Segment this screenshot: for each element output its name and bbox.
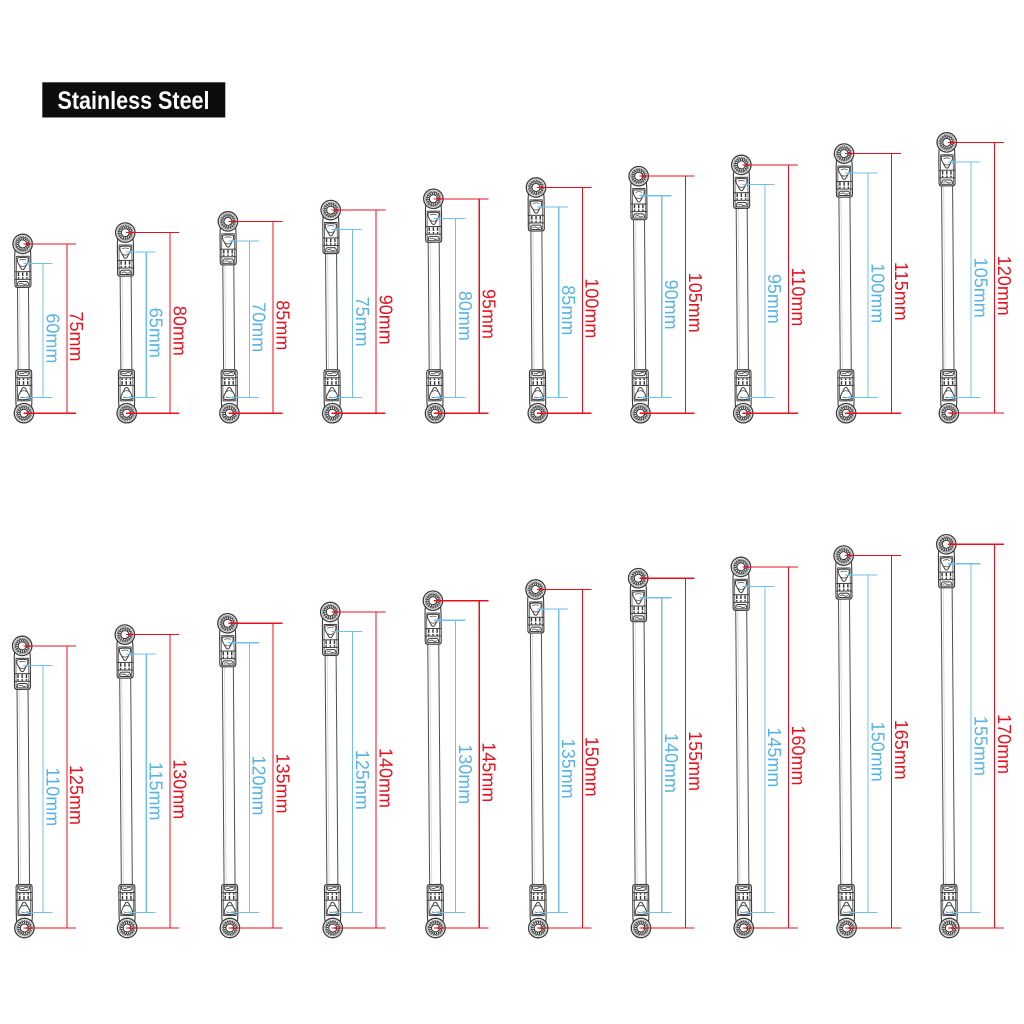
svg-text:115mm: 115mm	[891, 262, 911, 321]
svg-text:110mm: 110mm	[42, 768, 62, 827]
svg-text:90mm: 90mm	[661, 280, 681, 330]
svg-text:125mm: 125mm	[66, 765, 86, 825]
svg-text:85mm: 85mm	[558, 285, 578, 335]
svg-text:105mm: 105mm	[685, 273, 705, 333]
svg-text:140mm: 140mm	[661, 733, 681, 793]
svg-text:60mm: 60mm	[42, 313, 62, 363]
svg-text:100mm: 100mm	[867, 263, 887, 323]
svg-text:145mm: 145mm	[764, 727, 784, 787]
svg-text:75mm: 75mm	[352, 297, 372, 347]
svg-text:140mm: 140mm	[376, 748, 396, 808]
svg-text:65mm: 65mm	[146, 308, 166, 358]
svg-text:160mm: 160mm	[788, 725, 808, 785]
svg-text:115mm: 115mm	[146, 762, 166, 821]
svg-text:170mm: 170mm	[994, 714, 1014, 774]
svg-text:165mm: 165mm	[891, 720, 911, 780]
svg-text:80mm: 80mm	[455, 291, 475, 341]
svg-text:135mm: 135mm	[272, 754, 292, 814]
svg-text:130mm: 130mm	[169, 759, 189, 819]
svg-text:105mm: 105mm	[971, 258, 991, 318]
svg-text:135mm: 135mm	[558, 739, 578, 799]
svg-text:70mm: 70mm	[249, 302, 269, 352]
svg-text:Stainless Steel: Stainless Steel	[58, 88, 210, 115]
svg-text:85mm: 85mm	[272, 300, 292, 350]
svg-text:80mm: 80mm	[169, 306, 189, 356]
svg-text:125mm: 125mm	[352, 750, 372, 810]
svg-text:155mm: 155mm	[971, 716, 991, 776]
svg-text:150mm: 150mm	[582, 737, 602, 797]
svg-text:130mm: 130mm	[455, 744, 475, 804]
svg-text:95mm: 95mm	[479, 289, 499, 339]
svg-text:145mm: 145mm	[479, 742, 499, 802]
svg-text:100mm: 100mm	[582, 278, 602, 338]
svg-text:95mm: 95mm	[764, 274, 784, 324]
svg-text:120mm: 120mm	[249, 755, 269, 815]
svg-text:90mm: 90mm	[376, 295, 396, 345]
svg-text:155mm: 155mm	[685, 731, 705, 791]
svg-text:120mm: 120mm	[994, 256, 1014, 316]
svg-text:110mm: 110mm	[788, 268, 808, 327]
svg-text:150mm: 150mm	[867, 722, 887, 782]
svg-text:75mm: 75mm	[66, 311, 86, 361]
